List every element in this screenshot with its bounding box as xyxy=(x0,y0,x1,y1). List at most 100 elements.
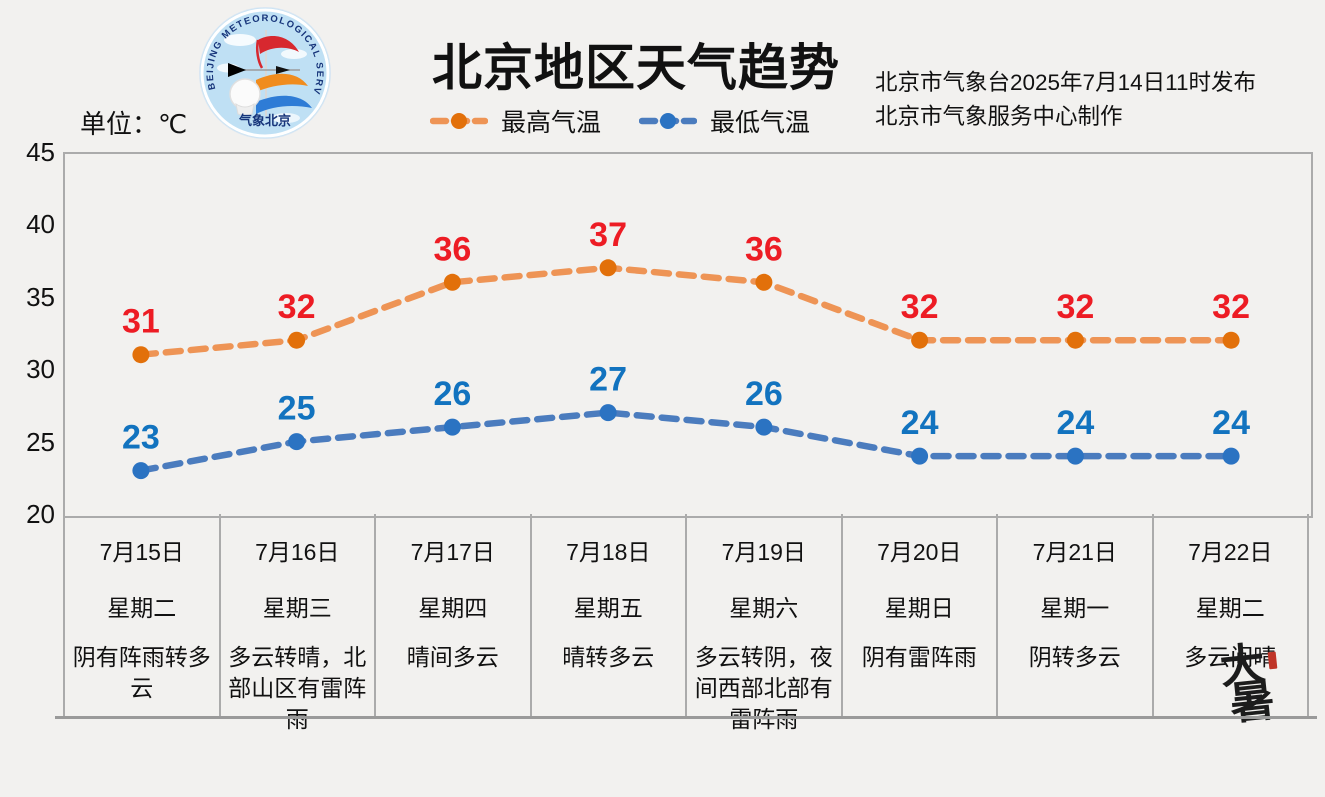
data-point-marker-high-temp xyxy=(288,331,306,349)
weekday-label: 星期二 xyxy=(107,595,177,621)
solar-term-seal: 大暑 xyxy=(1218,639,1278,729)
weekday-label: 星期日 xyxy=(884,595,954,621)
legend-item-low-temp: 最低气温 xyxy=(639,103,810,139)
legend-dot xyxy=(451,113,467,129)
data-point-label-high-temp: 31 xyxy=(122,303,160,341)
data-point-label-low-temp: 24 xyxy=(901,404,939,442)
cloud-icon xyxy=(272,113,300,123)
date-label: 7月22日 xyxy=(1188,539,1273,565)
data-point-marker-low-temp xyxy=(599,404,617,422)
legend-dot xyxy=(660,113,677,129)
data-point-marker-high-temp xyxy=(1066,331,1084,349)
weather-label: 多云转晴，北部山区有雷阵雨 xyxy=(228,644,367,732)
data-point-marker-low-temp xyxy=(443,418,461,436)
data-point-marker-low-temp xyxy=(755,418,773,436)
data-point-label-high-temp: 37 xyxy=(589,216,627,254)
date-label: 7月15日 xyxy=(99,539,184,565)
day-column: 7月20日星期日阴有雷阵雨 xyxy=(843,514,998,717)
red-ribbon-swoosh xyxy=(258,36,299,54)
chart-legend: 最高气温 最低气温 xyxy=(430,103,850,139)
data-point-marker-high-temp xyxy=(755,273,773,291)
y-axis-tick: 40 xyxy=(26,209,55,240)
weekday-label: 星期四 xyxy=(418,595,488,621)
legend-marker-icon-high-temp xyxy=(430,113,488,129)
day-column: 7月21日星期一阴转多云 xyxy=(998,514,1154,717)
data-point-label-high-temp: 32 xyxy=(278,288,316,326)
y-axis: 45 40 35 30 25 20 xyxy=(0,139,55,527)
data-point-label-low-temp: 24 xyxy=(1056,404,1094,442)
y-axis-tick: 35 xyxy=(26,281,55,312)
data-point-label-high-temp: 32 xyxy=(1056,288,1094,326)
data-point-label-low-temp: 25 xyxy=(278,390,316,428)
data-point-marker-low-temp xyxy=(1222,447,1240,465)
data-point-marker-low-temp xyxy=(1066,447,1084,465)
data-point-marker-low-temp xyxy=(132,462,150,480)
legend-marker-icon-low-temp xyxy=(639,113,698,129)
issued-by-line: 北京市气象台2025年7月14日11时发布 xyxy=(875,70,1256,95)
weekday-label: 星期六 xyxy=(729,595,799,621)
red-ribbon-tail xyxy=(255,39,264,69)
wind-vane-arrow-small-icon xyxy=(276,66,290,74)
day-column: 7月22日 星期二 多云间晴大暑 xyxy=(1154,514,1309,729)
data-point-label-low-temp: 26 xyxy=(745,375,783,413)
data-point-label-low-temp: 26 xyxy=(433,375,471,413)
beijing-meteorological-service-logo-icon: BEIJING METEOROLOGICAL SERVICE 气象北京 xyxy=(198,6,331,139)
produced-by-line: 北京市气象服务中心制作 xyxy=(875,104,1123,129)
date-label: 7月21日 xyxy=(1032,539,1117,565)
cloud-icon xyxy=(224,34,256,46)
legend-label: 最低气温 xyxy=(710,109,811,137)
day-column: 7月17日星期四晴间多云 xyxy=(376,514,532,717)
data-point-label-high-temp: 32 xyxy=(901,288,939,326)
series-line-high-temp xyxy=(137,264,1235,358)
blue-swoosh xyxy=(256,95,312,114)
data-point-label-low-temp: 24 xyxy=(1212,404,1250,442)
weekday-label: 星期五 xyxy=(573,595,643,621)
data-point-label-low-temp: 27 xyxy=(589,361,627,399)
data-point-label-high-temp: 36 xyxy=(745,230,783,268)
logo-bottom-text: 气象北京 xyxy=(239,113,291,128)
day-column: 7月15日星期二阴有阵雨转多云 xyxy=(63,514,221,717)
orange-swoosh xyxy=(256,73,308,92)
y-axis-tick: 30 xyxy=(26,354,55,385)
legend-label: 最高气温 xyxy=(501,109,602,137)
table-bottom-rule xyxy=(55,716,1317,719)
weather-label: 阴有阵雨转多云 xyxy=(72,644,211,701)
wind-vane-arrow-icon xyxy=(228,63,246,77)
forecast-day-table: 7月15日 星期二 阴有阵雨转多云 7月16日 星期三 多云转晴，北部山区有雷阵雨 7月17… xyxy=(63,514,1309,732)
data-point-marker-low-temp xyxy=(288,433,306,451)
weekday-label: 星期三 xyxy=(262,595,332,621)
date-label: 7月18日 xyxy=(566,539,651,565)
radar-dome-icon xyxy=(229,78,261,110)
data-point-label-high-temp: 32 xyxy=(1212,288,1250,326)
day-column: 7月16日星期三多云转晴，北部山区有雷阵雨 xyxy=(221,514,376,732)
radar-dome-base xyxy=(235,102,255,116)
date-label: 7月16日 xyxy=(255,539,340,565)
weather-label: 阴转多云 xyxy=(1028,644,1121,670)
data-point-label-low-temp: 23 xyxy=(122,419,160,457)
data-point-marker-high-temp xyxy=(1222,331,1240,349)
temperature-trend-chart: 31 32 36 37 36 32 32 32 23 25 26 27 26 24 24 24 xyxy=(122,216,1250,480)
date-label: 7月19日 xyxy=(721,539,806,565)
weekday-label: 星期二 xyxy=(1195,595,1265,621)
cloud-icon xyxy=(281,49,307,59)
data-point-marker-low-temp xyxy=(911,447,929,465)
weather-label: 晴间多云 xyxy=(406,644,499,670)
day-column: 7月18日 星期五 晴转多云 xyxy=(532,514,687,717)
logo-rim xyxy=(200,8,330,138)
date-label: 7月17日 xyxy=(410,539,495,565)
y-axis-tick: 20 xyxy=(26,499,55,529)
data-point-label-high-temp: 36 xyxy=(433,230,471,268)
page-title: 北京地区天气趋势 xyxy=(432,40,840,96)
series-line-low-temp xyxy=(137,409,1235,474)
plot-area: 31 32 36 37 36 32 32 32 23 25 26 27 26 24 24 24 xyxy=(63,152,1313,518)
y-axis-tick: 45 xyxy=(26,137,55,167)
day-column: 7月19日 星期六 多云转阴，夜间西部北部有雷阵雨 xyxy=(687,514,843,732)
weekday-label: 星期一 xyxy=(1040,595,1110,621)
data-point-marker-high-temp xyxy=(911,331,929,349)
weather-label: 阴有雷阵雨 xyxy=(861,644,977,670)
unit-label: 单位：℃ xyxy=(80,109,188,139)
y-axis-tick: 25 xyxy=(26,426,55,457)
data-point-marker-high-temp xyxy=(132,346,150,364)
legend-item-high-temp: 最高气温 xyxy=(430,103,601,139)
date-label: 7月20日 xyxy=(877,539,962,565)
